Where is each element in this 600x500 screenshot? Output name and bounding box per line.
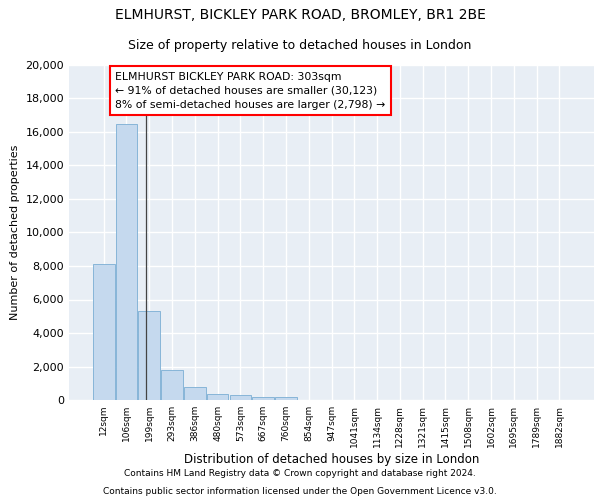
Bar (139, 311, 160, 400)
Bar (207, 394, 229, 400)
Bar (230, 396, 251, 400)
Text: ELMHURST BICKLEY PARK ROAD: 303sqm
← 91% of detached houses are smaller (30,123): ELMHURST BICKLEY PARK ROAD: 303sqm ← 91%… (115, 72, 385, 110)
Y-axis label: Number of detached properties: Number of detached properties (10, 145, 20, 320)
Bar (275, 398, 297, 400)
Bar (184, 388, 206, 400)
Text: Size of property relative to detached houses in London: Size of property relative to detached ho… (128, 38, 472, 52)
Text: Contains public sector information licensed under the Open Government Licence v3: Contains public sector information licen… (103, 488, 497, 496)
Bar (93, 264, 115, 400)
Bar (253, 396, 274, 400)
Bar (161, 370, 183, 400)
Bar (116, 124, 137, 400)
Text: ELMHURST, BICKLEY PARK ROAD, BROMLEY, BR1 2BE: ELMHURST, BICKLEY PARK ROAD, BROMLEY, BR… (115, 8, 485, 22)
Text: Contains HM Land Registry data © Crown copyright and database right 2024.: Contains HM Land Registry data © Crown c… (124, 470, 476, 478)
X-axis label: Distribution of detached houses by size in London: Distribution of detached houses by size … (184, 452, 479, 466)
